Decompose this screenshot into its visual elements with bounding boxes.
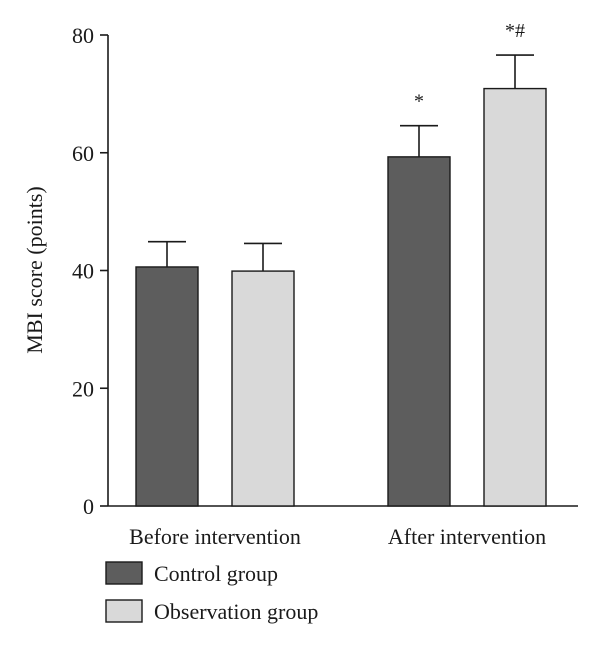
x-tick-label: After intervention <box>388 524 546 549</box>
y-tick-label: 0 <box>83 494 94 519</box>
legend: Control group Observation group <box>105 561 318 624</box>
legend-label-observation: Observation group <box>154 599 318 624</box>
y-tick-label: 60 <box>72 141 94 166</box>
y-tick-label: 80 <box>72 23 94 48</box>
y-axis-label: MBI score (points) <box>22 186 47 353</box>
significance-marker: * <box>414 91 424 113</box>
y-tick-label: 20 <box>72 376 94 401</box>
bar-control <box>387 156 451 507</box>
plot-area: 0 20 40 60 80 Before intervention * *# After int… <box>72 20 578 549</box>
legend-label-control: Control group <box>154 561 278 586</box>
bar-observation <box>483 87 547 507</box>
bar-observation <box>231 270 295 507</box>
legend-swatch-observation <box>105 599 143 623</box>
x-tick-label: Before intervention <box>129 524 301 549</box>
y-tick-label: 40 <box>72 259 94 284</box>
significance-marker: *# <box>505 20 525 42</box>
legend-swatch-control <box>105 561 143 585</box>
bar-control <box>135 266 199 507</box>
